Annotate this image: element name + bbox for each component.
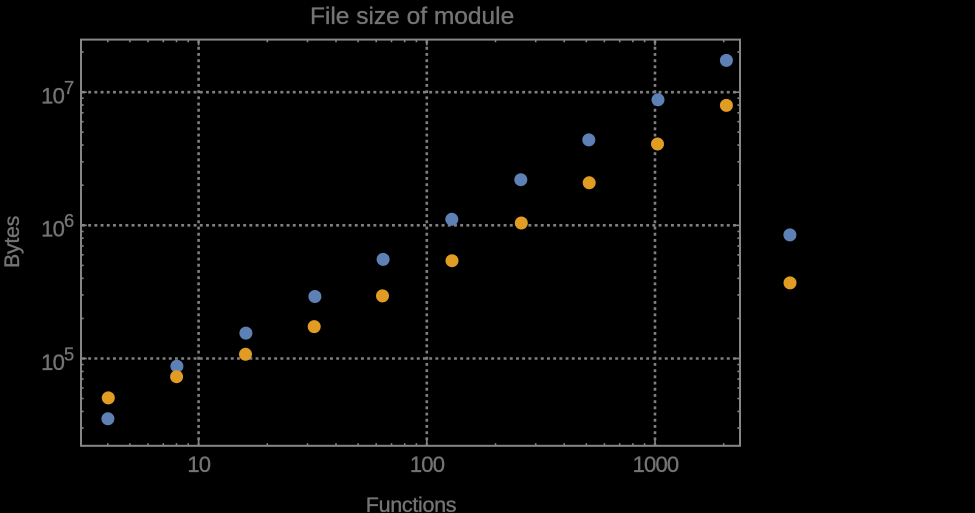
svg-text:Bytes: Bytes — [0, 216, 24, 268]
svg-text:File size of module: File size of module — [310, 3, 514, 30]
svg-text:Functions: Functions — [366, 493, 457, 513]
svg-text:1000: 1000 — [633, 452, 679, 477]
svg-text:100: 100 — [410, 452, 445, 477]
svg-text:10: 10 — [187, 452, 210, 477]
